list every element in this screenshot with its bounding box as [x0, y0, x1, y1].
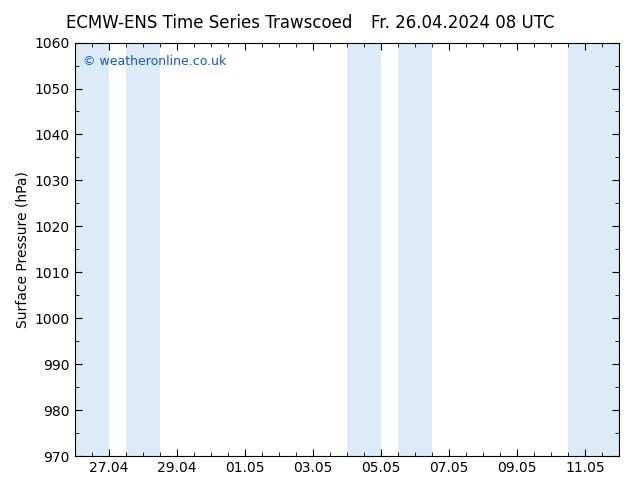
Bar	[347, 43, 381, 456]
Bar	[398, 43, 432, 456]
Y-axis label: Surface Pressure (hPa): Surface Pressure (hPa)	[15, 171, 29, 328]
Text: ECMW-ENS Time Series Trawscoed: ECMW-ENS Time Series Trawscoed	[66, 14, 353, 32]
Text: Fr. 26.04.2024 08 UTC: Fr. 26.04.2024 08 UTC	[371, 14, 555, 32]
Text: © weatheronline.co.uk: © weatheronline.co.uk	[83, 55, 226, 68]
Bar	[568, 43, 619, 456]
Bar	[126, 43, 160, 456]
Bar	[75, 43, 108, 456]
